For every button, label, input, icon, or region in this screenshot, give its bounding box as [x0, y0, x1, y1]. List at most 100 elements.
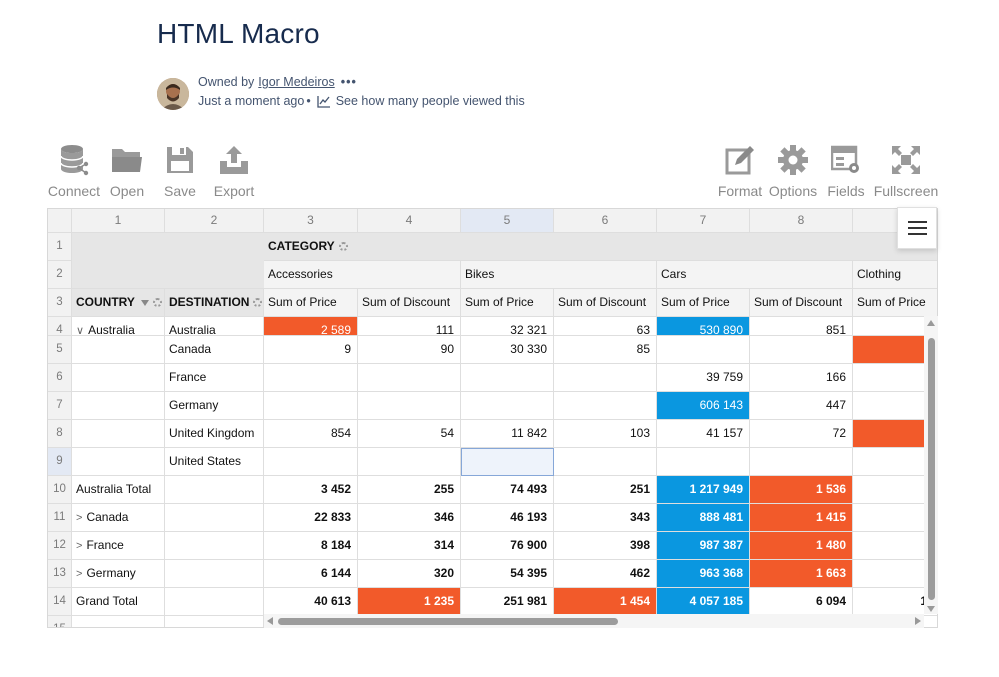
value-cell[interactable]: 1 217 949	[657, 476, 750, 504]
value-cell[interactable]: 851	[750, 317, 853, 336]
measure-header[interactable]: Sum of Price	[461, 289, 554, 317]
value-cell[interactable]: 103	[554, 420, 657, 448]
value-cell[interactable]	[264, 364, 358, 392]
value-cell[interactable]: 6 094	[750, 588, 853, 616]
expand-toggle-icon[interactable]: >	[76, 568, 83, 580]
column-number[interactable]: 6	[554, 209, 657, 233]
column-number[interactable]: 2	[165, 209, 264, 233]
measure-header[interactable]: Sum of Price	[657, 289, 750, 317]
value-cell[interactable]: 888 481	[657, 504, 750, 532]
format-button[interactable]: Format	[718, 143, 762, 199]
row-number[interactable]: 10	[48, 476, 72, 504]
value-cell[interactable]: 1 480	[750, 532, 853, 560]
value-cell[interactable]: 1 235	[358, 588, 461, 616]
value-cell[interactable]: (	[853, 392, 937, 420]
value-cell[interactable]: 1 536	[750, 476, 853, 504]
value-cell[interactable]	[264, 448, 358, 476]
country-cell[interactable]: Australia Total	[72, 476, 165, 504]
value-cell[interactable]: 6 144	[264, 560, 358, 588]
destination-cell[interactable]	[165, 504, 264, 532]
expand-toggle-icon[interactable]: ∨	[76, 325, 85, 336]
value-cell[interactable]: 1 454	[554, 588, 657, 616]
measure-header[interactable]: Sum of Price	[264, 289, 358, 317]
vertical-scroll-thumb[interactable]	[928, 338, 935, 600]
value-cell[interactable]: 2 589	[264, 317, 358, 336]
horizontal-scroll-thumb[interactable]	[278, 618, 618, 625]
value-cell[interactable]: 22 833	[264, 504, 358, 532]
column-number[interactable]: 7	[657, 209, 750, 233]
category-header[interactable]: Bikes	[461, 261, 657, 289]
country-cell[interactable]	[72, 448, 165, 476]
connect-button[interactable]: Connect	[48, 143, 100, 199]
fields-button[interactable]: Fields	[826, 143, 866, 199]
value-cell[interactable]: 46 193	[461, 504, 554, 532]
value-cell[interactable]	[853, 317, 937, 336]
destination-cell[interactable]: France	[165, 364, 264, 392]
value-cell[interactable]: 30 330	[461, 336, 554, 364]
category-header[interactable]: Clothing	[853, 261, 937, 289]
value-cell[interactable]: 255	[358, 476, 461, 504]
country-cell[interactable]: Grand Total	[72, 588, 165, 616]
value-cell[interactable]: 72	[750, 420, 853, 448]
row-number[interactable]: 1	[48, 233, 72, 261]
grid-menu-button[interactable]	[897, 207, 937, 249]
value-cell[interactable]: 90	[358, 336, 461, 364]
destination-cell[interactable]	[165, 588, 264, 616]
category-gear-icon[interactable]	[338, 242, 348, 251]
column-number[interactable]: 8	[750, 209, 853, 233]
value-cell[interactable]	[554, 448, 657, 476]
more-actions-icon[interactable]: •••	[340, 75, 357, 89]
expand-toggle-icon[interactable]: >	[76, 512, 83, 524]
value-cell[interactable]: 343	[554, 504, 657, 532]
value-cell[interactable]: 251	[554, 476, 657, 504]
value-cell[interactable]: 54 395	[461, 560, 554, 588]
value-cell[interactable]	[358, 448, 461, 476]
value-cell[interactable]	[750, 448, 853, 476]
country-cell[interactable]: ∨ Australia	[72, 317, 165, 336]
vertical-scrollbar[interactable]	[924, 316, 938, 614]
value-cell[interactable]: 530 890	[657, 317, 750, 336]
value-cell[interactable]: 314	[358, 532, 461, 560]
value-cell[interactable]: 8 184	[264, 532, 358, 560]
column-number[interactable]: 4	[358, 209, 461, 233]
row-number[interactable]: 6	[48, 364, 72, 392]
country-gear-icon[interactable]	[152, 298, 162, 307]
value-cell[interactable]: 54	[358, 420, 461, 448]
row-number[interactable]: 9	[48, 448, 72, 476]
category-field-header[interactable]: CATEGORY	[264, 233, 937, 261]
value-cell[interactable]: 398	[554, 532, 657, 560]
horizontal-scrollbar[interactable]	[264, 614, 924, 628]
owner-link[interactable]: Igor Medeiros	[258, 75, 335, 89]
value-cell[interactable]	[461, 364, 554, 392]
page-views-link[interactable]: See how many people viewed this	[335, 94, 525, 108]
value-cell[interactable]	[853, 364, 937, 392]
open-button[interactable]: Open	[108, 143, 146, 199]
measure-header[interactable]: Sum of Discount	[750, 289, 853, 317]
category-header[interactable]: Accessories	[264, 261, 461, 289]
value-cell[interactable]	[554, 392, 657, 420]
row-number[interactable]: 2	[48, 261, 72, 289]
value-cell[interactable]: 41 157	[657, 420, 750, 448]
value-cell[interactable]: 447	[750, 392, 853, 420]
value-cell[interactable]: 11 842	[461, 420, 554, 448]
destination-gear-icon[interactable]	[253, 298, 263, 307]
country-cell[interactable]	[72, 392, 165, 420]
filter-icon[interactable]	[140, 300, 149, 306]
options-button[interactable]: Options	[769, 143, 817, 199]
value-cell[interactable]: 251 981	[461, 588, 554, 616]
value-cell[interactable]: 40 613	[264, 588, 358, 616]
destination-cell[interactable]	[165, 532, 264, 560]
export-button[interactable]: Export	[213, 143, 255, 199]
row-number[interactable]: 11	[48, 504, 72, 532]
destination-cell[interactable]	[165, 476, 264, 504]
value-cell[interactable]: 76 900	[461, 532, 554, 560]
fullscreen-button[interactable]: Fullscreen	[874, 143, 938, 199]
row-number[interactable]: 13	[48, 560, 72, 588]
country-field-header[interactable]: COUNTRY	[72, 289, 165, 317]
pivot-grid[interactable]: 12345678123456789101112131415CATEGORYAcc…	[47, 208, 938, 628]
country-cell[interactable]: > France	[72, 532, 165, 560]
column-number[interactable]: 5	[461, 209, 554, 233]
row-number[interactable]: 7	[48, 392, 72, 420]
value-cell[interactable]: 346	[358, 504, 461, 532]
row-number[interactable]: 4	[48, 317, 72, 336]
